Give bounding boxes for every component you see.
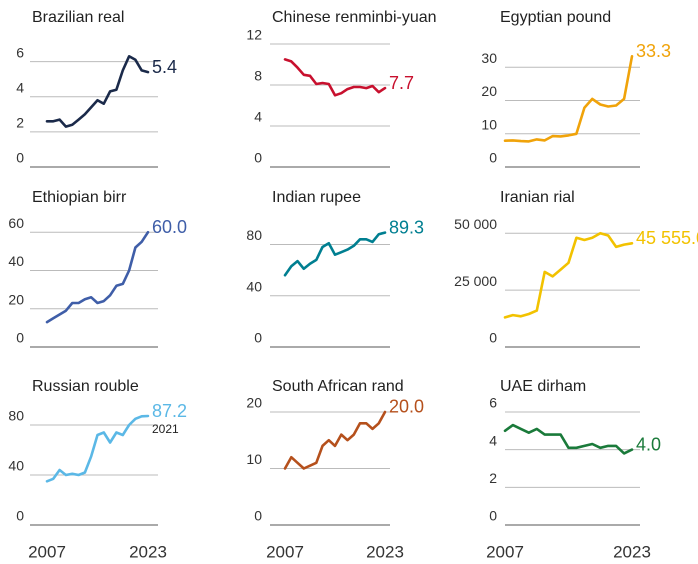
y-tick-label: 10: [246, 451, 262, 467]
end-label: 45 555.0: [636, 228, 698, 248]
y-tick-label: 4: [254, 109, 262, 125]
y-tick-label: 12: [246, 27, 262, 43]
end-label: 5.4: [152, 57, 177, 77]
series-line: [503, 231, 634, 319]
panel-title: UAE dirham: [500, 378, 586, 395]
y-tick-label: 0: [254, 508, 262, 524]
y-tick-label: 0: [489, 330, 497, 346]
panel-title: Egyptian pound: [500, 9, 611, 26]
x-tick-label: 2023: [366, 542, 404, 561]
panel-title: Russian rouble: [32, 378, 139, 395]
end-label: 33.3: [636, 41, 671, 61]
y-tick-label: 20: [481, 83, 497, 99]
x-tick-label: 2023: [129, 542, 167, 561]
y-tick-label: 40: [8, 253, 24, 269]
y-tick-label: 4: [16, 79, 24, 95]
y-tick-label: 80: [246, 227, 262, 243]
series-line: [503, 55, 634, 143]
annotation: 2021: [152, 422, 179, 436]
y-tick-label: 6: [489, 395, 497, 411]
series-line: [45, 414, 150, 483]
panel-title: South African rand: [272, 378, 404, 395]
y-tick-label: 40: [8, 458, 24, 474]
y-tick-label: 30: [481, 50, 497, 66]
panel-title: Ethiopian birr: [32, 189, 127, 206]
series-line: [503, 423, 634, 455]
end-label: 89.3: [389, 217, 424, 237]
series-line: [283, 231, 387, 277]
y-tick-label: 10: [481, 116, 497, 132]
y-tick-label: 6: [16, 44, 24, 60]
y-tick-label: 20: [246, 395, 262, 411]
x-tick-label: 2007: [28, 542, 66, 561]
y-tick-label: 0: [254, 330, 262, 346]
y-tick-label: 8: [254, 68, 262, 84]
series-line: [45, 230, 150, 324]
y-tick-label: 2: [16, 115, 24, 131]
y-tick-label: 0: [489, 150, 497, 166]
series-line: [45, 55, 150, 128]
y-tick-label: 0: [16, 150, 24, 166]
end-label: 60.0: [152, 217, 187, 237]
y-tick-label: 0: [489, 508, 497, 524]
y-tick-label: 25 000: [454, 273, 497, 289]
series-line: [283, 410, 387, 470]
y-tick-label: 0: [254, 150, 262, 166]
x-tick-label: 2007: [486, 542, 524, 561]
y-tick-label: 50 000: [454, 216, 497, 232]
y-tick-label: 0: [16, 330, 24, 346]
y-tick-label: 20: [8, 291, 24, 307]
x-tick-label: 2023: [613, 542, 651, 561]
end-label: 87.2: [152, 401, 187, 421]
panel-title: Brazilian real: [32, 9, 124, 26]
y-tick-label: 60: [8, 215, 24, 231]
end-label: 4.0: [636, 434, 661, 454]
panel-title: Chinese renminbi-yuan: [272, 9, 437, 26]
x-tick-label: 2007: [266, 542, 304, 561]
y-tick-label: 4: [489, 432, 497, 448]
series-line: [283, 58, 387, 97]
end-label: 20.0: [389, 397, 424, 417]
y-tick-label: 40: [246, 278, 262, 294]
y-tick-label: 80: [8, 408, 24, 424]
y-tick-label: 2: [489, 470, 497, 486]
panel-title: Indian rupee: [272, 189, 361, 206]
y-tick-label: 0: [16, 508, 24, 524]
end-label: 7.7: [389, 73, 414, 93]
panel-title: Iranian rial: [500, 189, 575, 206]
